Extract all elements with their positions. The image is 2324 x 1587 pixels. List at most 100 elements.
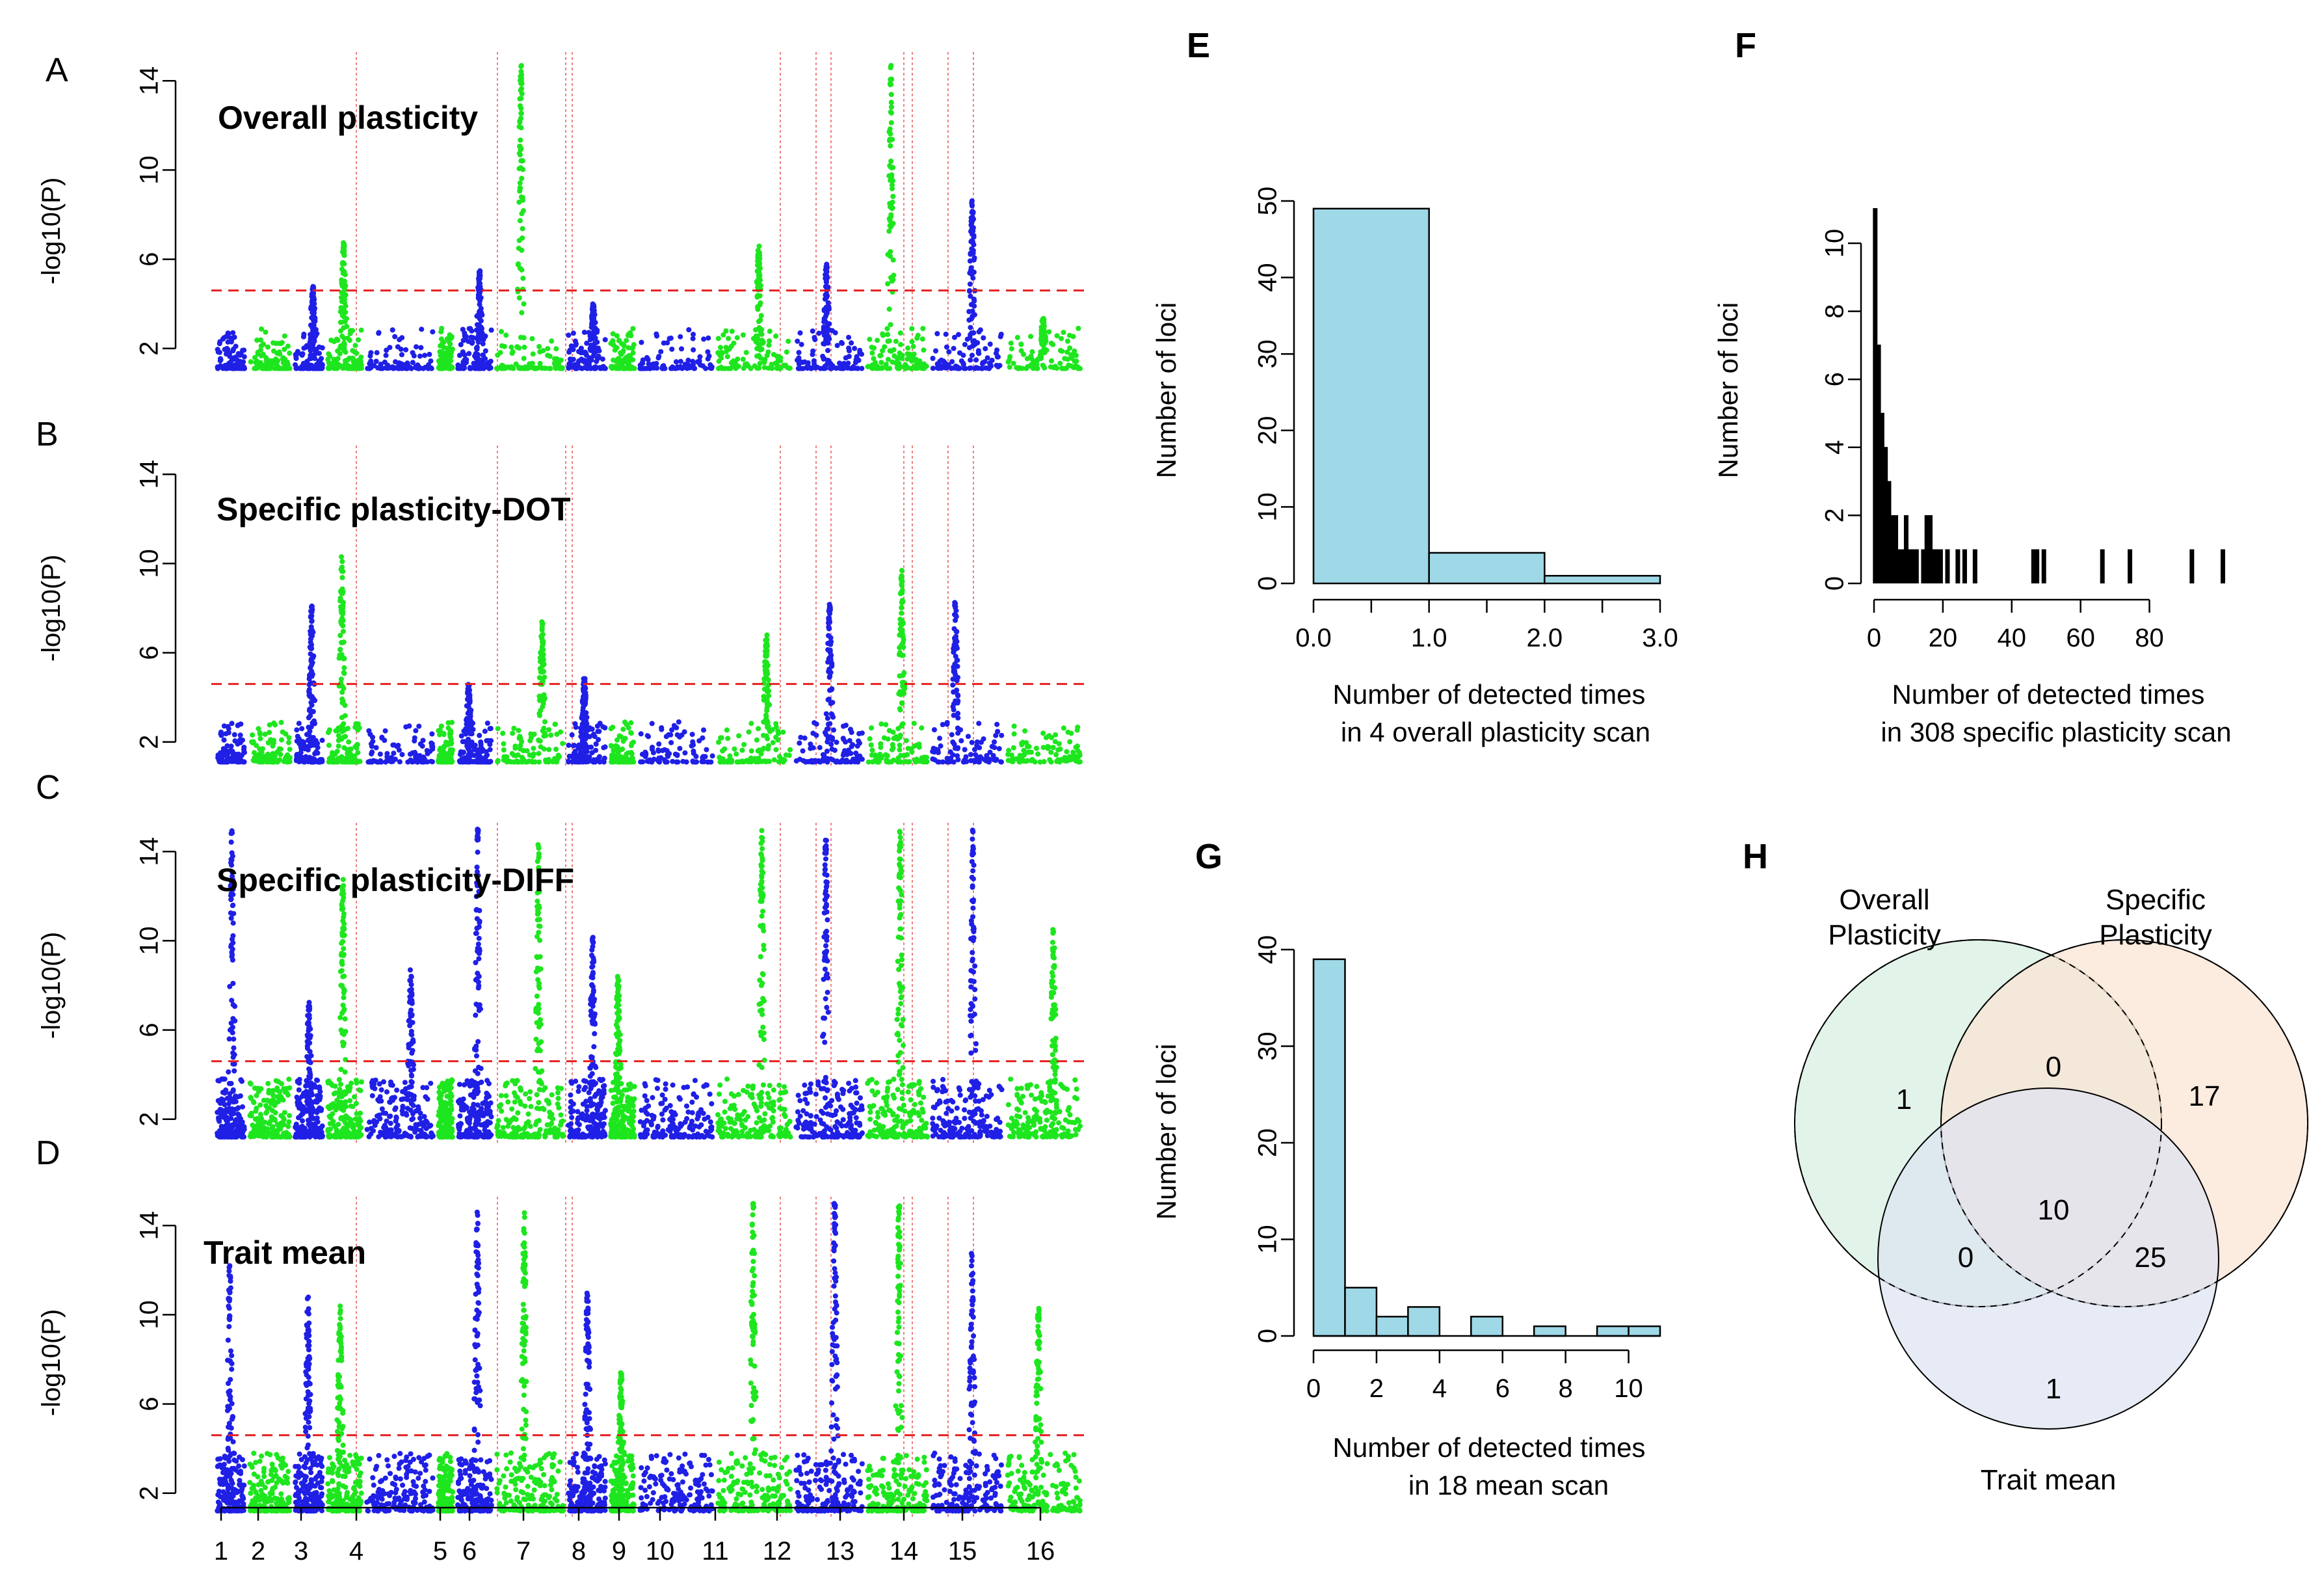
histogram-f-bar	[1883, 447, 1888, 583]
panel-title-c: Specific plasticity-DIFF	[217, 862, 574, 898]
snp-points	[247, 1450, 293, 1514]
snp-points	[637, 1451, 715, 1514]
chromosome-4-points	[325, 554, 363, 765]
histogram-f-bar	[1890, 515, 1895, 583]
snp-points	[566, 676, 608, 765]
chromosome-4-points	[325, 1303, 364, 1514]
chromosome-16-points	[1005, 1305, 1083, 1514]
histogram-f-bar	[1879, 412, 1884, 583]
chromosome-16-points	[1005, 315, 1083, 371]
x-tick-label-chr-3: 3	[294, 1537, 308, 1566]
snp-points	[215, 828, 247, 1140]
snp-points	[638, 719, 715, 765]
chromosome-12-points	[715, 1201, 793, 1514]
histogram-f-x-tick-label: 20	[1929, 624, 1958, 652]
panel-letter-c: C	[36, 769, 60, 807]
venn-label-specific-1: Specific	[2106, 884, 2206, 916]
snp-points	[930, 1251, 1004, 1514]
snp-points	[608, 326, 637, 371]
y-tick-label: 14	[135, 66, 164, 95]
chromosome-3-points	[293, 1000, 325, 1140]
y-tick-label: 2	[135, 735, 164, 749]
chromosome-15-points	[930, 600, 1005, 765]
manhattan-panel-c: 2 6 10 14	[135, 823, 1086, 1145]
histogram-g-x-tick-label: 0	[1306, 1374, 1321, 1403]
chromosome-9-points	[566, 301, 608, 371]
manhattan-y-axis: 2 6 10 14	[135, 837, 177, 1127]
chromosome-12-points	[715, 828, 793, 1140]
snp-points	[249, 719, 293, 765]
histogram-f-x-tick-label: 0	[1867, 624, 1881, 652]
panel-title-b: Specific plasticity-DOT	[217, 491, 571, 527]
snp-points	[364, 967, 436, 1140]
snp-points	[930, 198, 1004, 371]
chromosome-13-points	[793, 1201, 865, 1514]
venn-count-overall-mean: 0	[1958, 1242, 1974, 1274]
histogram-g-y-tick-label: 40	[1254, 935, 1282, 965]
histogram-f-bar	[1924, 515, 1929, 583]
venn-count-mean-only: 1	[2046, 1373, 2061, 1405]
y-tick-label: 10	[135, 155, 164, 185]
chromosome-11-points	[637, 1451, 715, 1514]
chromosome-6-points	[436, 326, 455, 371]
chromosome-9-points	[566, 935, 608, 1140]
snp-points	[293, 603, 325, 765]
chromosome-2-points	[247, 1450, 293, 1514]
histogram-g-bar	[1375, 1316, 1409, 1337]
panel-title-a: Overall plasticity	[218, 100, 478, 136]
snp-points	[494, 1210, 566, 1514]
chromosome-7-points	[455, 1209, 494, 1514]
chromosome-8-points	[494, 1210, 566, 1514]
manhattan-panel-a: 2 6 10 14	[135, 52, 1086, 374]
histogram-g-bar	[1470, 1316, 1503, 1337]
chromosome-5-points	[364, 1450, 436, 1514]
histogram-f-y-tick-label: 0	[1821, 576, 1849, 591]
histogram-g-x-tick-label: 8	[1559, 1374, 1573, 1403]
xlabel1-f: Number of detected times	[1892, 679, 2205, 710]
x-tick-label-chr-16: 16	[1026, 1537, 1055, 1566]
x-tick-label-chr-5: 5	[433, 1537, 447, 1566]
histogram-g-y-tick-label: 0	[1254, 1329, 1282, 1343]
snp-points	[494, 62, 565, 371]
histogram-g-x-tick-label: 2	[1369, 1374, 1384, 1403]
xlabel2-e: in 4 overall plasticity scan	[1341, 717, 1650, 747]
x-tick-label-chr-11: 11	[702, 1537, 729, 1566]
chromosome-12-points	[716, 632, 793, 765]
venn-outline-specific	[1940, 939, 2308, 1307]
snp-points	[795, 261, 865, 371]
chromosome-5-points	[365, 723, 436, 765]
chromosome-1-points	[215, 721, 247, 765]
manhattan-x-axis: 1 2 3 4 5 6 7 8 9 10 11 12 13 14 15 16	[214, 1506, 1055, 1566]
panel-letter-d: D	[36, 1134, 60, 1172]
venn-label-overall-1: Overall	[1839, 884, 1929, 916]
snp-points	[930, 827, 1005, 1140]
snp-points	[455, 268, 494, 371]
histogram-g-bar	[1407, 1306, 1441, 1337]
histogram-g-bar	[1312, 958, 1346, 1337]
ylabel-g: Number of loci	[1151, 1044, 1182, 1220]
x-tick-label-chr-2: 2	[251, 1537, 265, 1566]
histogram-e-y-tick-label: 50	[1254, 187, 1282, 216]
chromosome-12-points	[715, 243, 793, 371]
snp-points	[248, 326, 293, 371]
chromosome-3-points	[293, 284, 325, 371]
panel-letter-h: H	[1743, 837, 1768, 876]
histogram-e-y-tick-label: 0	[1254, 576, 1282, 591]
x-tick-label-chr-12: 12	[763, 1537, 792, 1566]
snp-points	[566, 1290, 608, 1514]
manhattan-panel-d: 2 6 10 14	[135, 1197, 1086, 1519]
histogram-f-y-tick-label: 4	[1821, 440, 1849, 455]
xlabel1-e: Number of detected times	[1333, 679, 1646, 710]
chromosome-13-points	[795, 261, 865, 371]
chromosome-16-points	[1005, 927, 1083, 1140]
x-tick-label-chr-14: 14	[890, 1537, 919, 1566]
snp-points	[325, 240, 364, 371]
histogram-f-bar	[1934, 549, 1940, 583]
histogram-e: 0 10 20 30 40 50 0.0 1.0 2.0 3.0	[1254, 187, 1678, 652]
histogram-f-bar	[1914, 549, 1919, 583]
x-tick-label-chr-15: 15	[948, 1537, 977, 1566]
snp-points	[436, 719, 455, 765]
y-tick-label: 6	[135, 1022, 164, 1037]
chromosome-15-points	[930, 827, 1005, 1140]
histogram-f-x-tick-label: 80	[2135, 624, 2164, 652]
